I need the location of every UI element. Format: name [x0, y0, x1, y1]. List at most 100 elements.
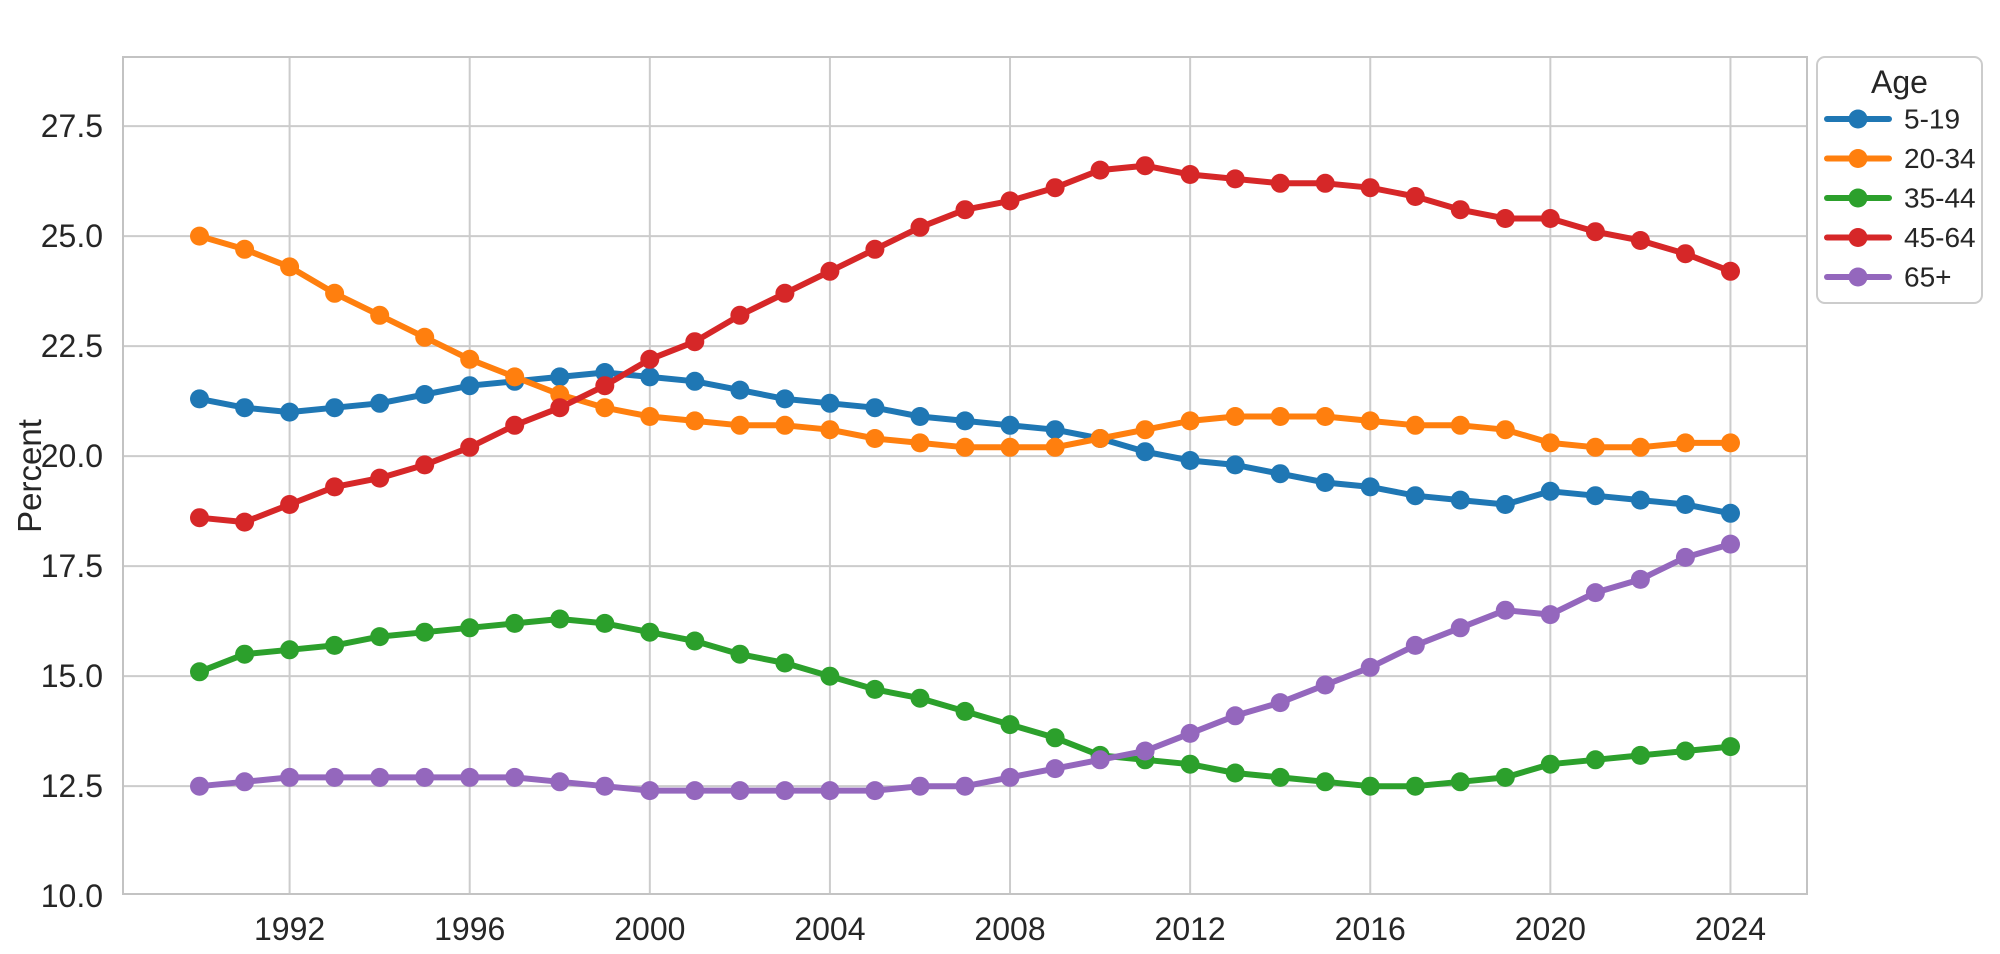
data-point-45-64: [1450, 200, 1470, 220]
x-tick-label: 2024: [1695, 911, 1766, 947]
data-point-35-44: [415, 622, 435, 642]
data-point-35-44: [1450, 772, 1470, 792]
data-point-35-44: [955, 701, 975, 721]
y-tick-label: 27.5: [41, 108, 103, 144]
data-point-45-64: [955, 200, 975, 220]
data-point-65+: [415, 767, 435, 787]
data-point-20-34: [1135, 420, 1155, 440]
data-point-65+: [1000, 767, 1020, 787]
data-point-65+: [1180, 723, 1200, 743]
data-point-65+: [1045, 759, 1065, 779]
data-point-5-19: [1270, 464, 1290, 484]
data-point-45-64: [1721, 261, 1740, 281]
data-point-5-19: [730, 380, 750, 400]
data-point-35-44: [1180, 754, 1200, 774]
data-point-5-19: [1000, 415, 1020, 435]
data-point-20-34: [190, 226, 209, 246]
legend-marker-sample: [1848, 188, 1868, 208]
data-point-65+: [775, 781, 795, 801]
data-point-65+: [730, 781, 750, 801]
plot-border-layer: [122, 56, 1808, 895]
data-point-65+: [865, 781, 885, 801]
x-tick-label: 2012: [1155, 911, 1226, 947]
legend-item-label: 35-44: [1904, 183, 1976, 214]
data-point-20-34: [910, 433, 930, 453]
data-point-45-64: [640, 349, 660, 369]
x-tick-label: 2020: [1515, 911, 1586, 947]
data-point-20-34: [1585, 437, 1605, 457]
data-point-65+: [1090, 750, 1110, 770]
data-point-35-44: [1630, 745, 1650, 765]
data-point-45-64: [1270, 173, 1290, 193]
legend: Age 5-19 20-34 35-44 45-64 65+: [1816, 56, 1983, 304]
data-point-5-19: [1045, 420, 1065, 440]
data-point-20-34: [955, 437, 975, 457]
data-point-5-19: [1315, 473, 1335, 492]
data-point-5-19: [1450, 490, 1470, 510]
legend-item-5-19: 5-19: [1824, 104, 1960, 135]
data-point-20-34: [1405, 415, 1425, 435]
legend-marker-sample: [1848, 228, 1868, 247]
data-point-35-44: [685, 631, 705, 651]
series-line-65+: [196, 541, 1734, 794]
data-point-35-44: [775, 653, 795, 673]
data-point-20-34: [640, 407, 660, 426]
data-point-45-64: [1090, 160, 1110, 180]
data-point-35-44: [1225, 763, 1245, 783]
legend-item-45-64: 45-64: [1824, 222, 1976, 253]
data-point-45-64: [190, 508, 209, 528]
data-point-65+: [640, 781, 660, 801]
data-point-20-34: [1270, 407, 1290, 426]
data-point-45-64: [505, 415, 525, 435]
data-point-35-44: [190, 662, 209, 682]
legend-item-label: 5-19: [1904, 104, 1960, 135]
y-tick-label: 15.0: [41, 658, 103, 694]
data-point-20-34: [1315, 407, 1335, 426]
data-point-35-44: [550, 609, 570, 629]
data-point-35-44: [1540, 754, 1560, 774]
data-point-35-44: [730, 644, 750, 664]
legend-item-label: 65+: [1904, 262, 1952, 293]
data-point-20-34: [1225, 407, 1245, 426]
tick-label-layer: 10.0 12.5 15.0 17.5 20.0 22.5 25.0 27.5 1992 1996…: [41, 108, 1766, 947]
data-point-35-44: [505, 613, 525, 633]
data-point-20-34: [415, 327, 435, 347]
legend-marker-sample: [1848, 267, 1868, 287]
data-point-65+: [1225, 706, 1245, 726]
data-point-45-64: [1045, 178, 1065, 198]
data-point-65+: [235, 772, 255, 792]
data-point-35-44: [1045, 728, 1065, 748]
data-point-5-19: [910, 407, 930, 426]
data-point-65+: [820, 781, 840, 801]
data-point-45-64: [1405, 187, 1425, 206]
data-point-45-64: [820, 261, 840, 281]
data-point-20-34: [505, 367, 525, 387]
data-point-35-44: [1495, 767, 1515, 787]
data-point-35-44: [325, 635, 345, 655]
data-point-5-19: [1721, 503, 1740, 523]
data-point-65+: [1630, 569, 1650, 589]
data-point-20-34: [865, 429, 885, 448]
data-point-45-64: [1000, 191, 1020, 211]
legend-item-35-44: 35-44: [1824, 183, 1976, 214]
data-point-65+: [1675, 547, 1695, 567]
data-point-45-64: [460, 437, 480, 457]
data-point-20-34: [325, 283, 345, 303]
data-point-45-64: [1495, 209, 1515, 228]
data-point-20-34: [1450, 415, 1470, 435]
data-point-5-19: [370, 393, 390, 413]
legend-item-label: 45-64: [1904, 222, 1976, 253]
data-point-20-34: [1495, 420, 1515, 440]
data-point-65+: [325, 767, 345, 787]
data-point-65+: [955, 776, 975, 796]
data-point-5-19: [1675, 495, 1695, 514]
data-point-65+: [1495, 600, 1515, 620]
data-point-45-64: [1585, 222, 1605, 242]
data-point-20-34: [820, 420, 840, 440]
data-point-20-34: [370, 305, 390, 325]
data-point-5-19: [1135, 442, 1155, 462]
data-point-5-19: [595, 363, 615, 382]
data-point-35-44: [460, 618, 480, 638]
data-point-35-44: [910, 688, 930, 708]
data-point-35-44: [865, 679, 885, 699]
